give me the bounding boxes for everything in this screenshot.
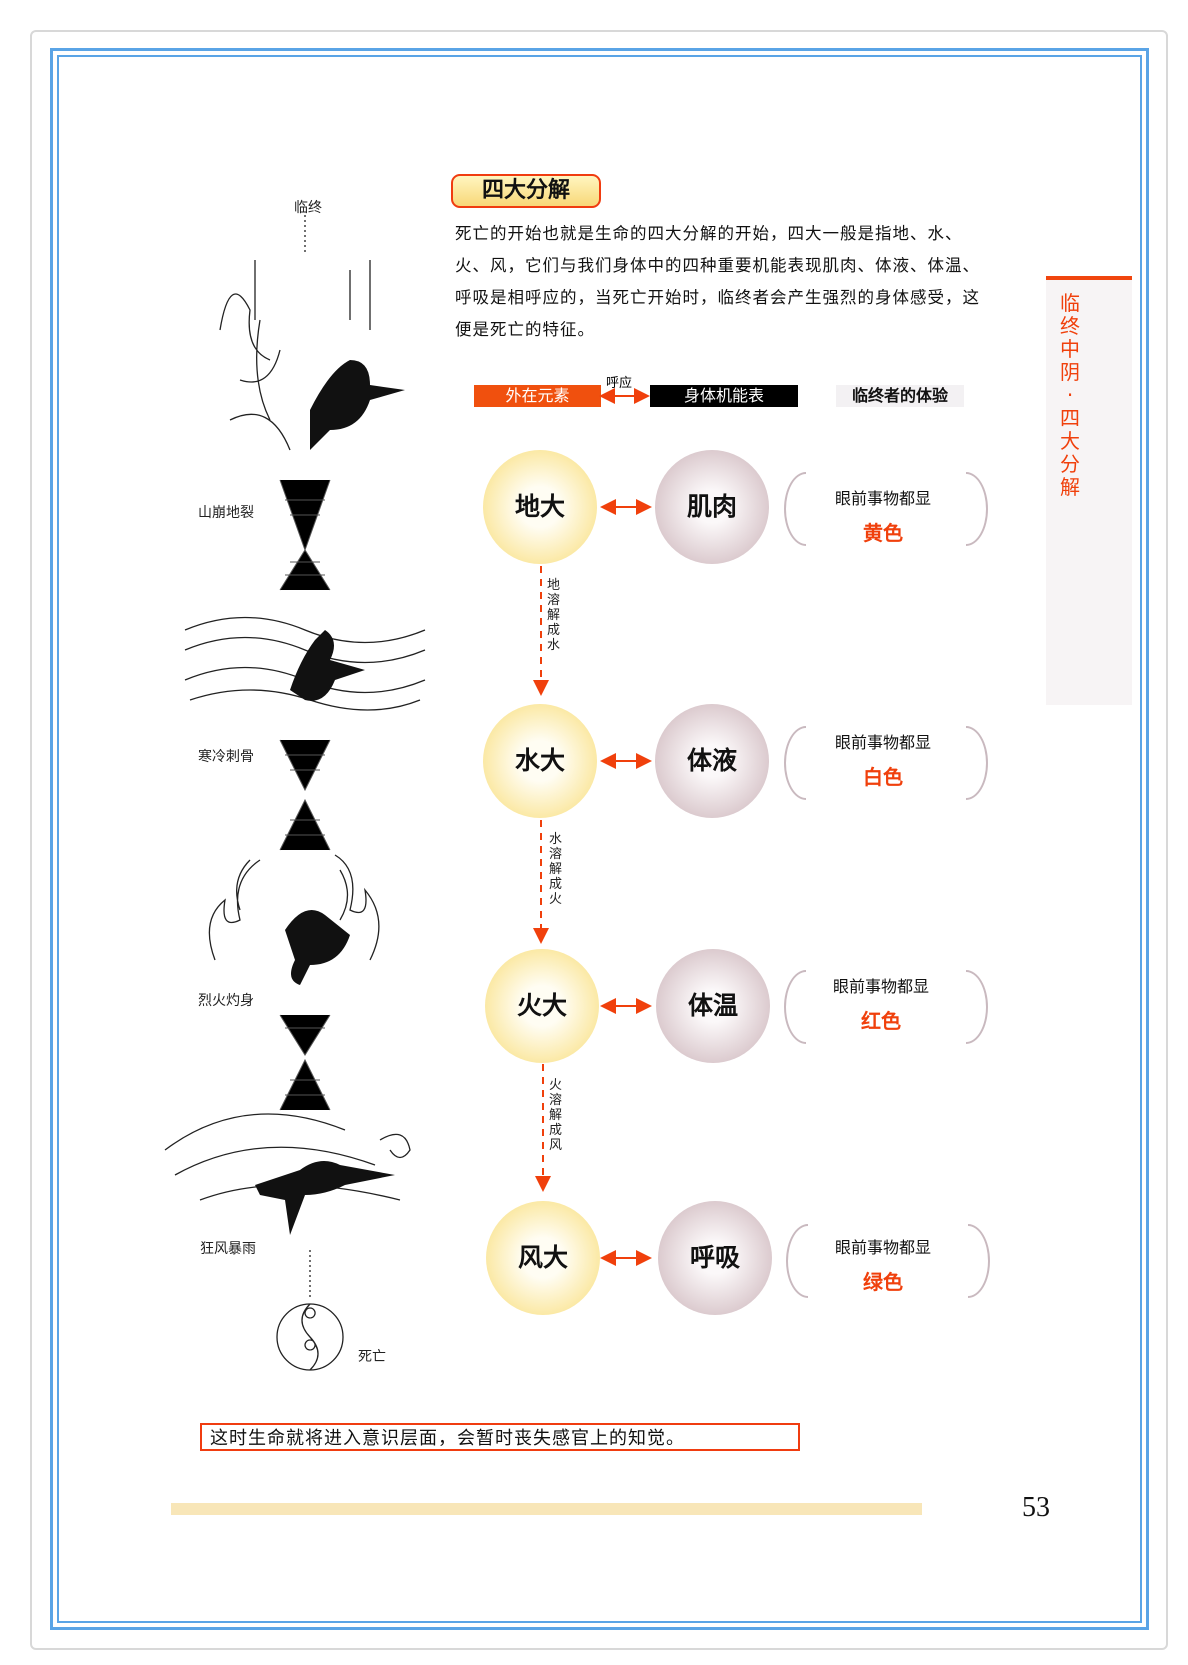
experience-wind: 眼前事物都显 绿色 xyxy=(834,1238,931,1294)
experience-earth: 眼前事物都显 黄色 xyxy=(834,489,931,545)
figure-earth xyxy=(310,335,405,450)
side-tab-label: 临终中阴·四大分解 xyxy=(1060,291,1080,499)
body-circle-breathing: 呼吸 xyxy=(658,1201,772,1315)
footer-bar xyxy=(171,1503,922,1515)
legend-body-functions: 身体机能表 xyxy=(650,385,798,407)
label-death: 死亡 xyxy=(358,1349,386,1365)
blue-border xyxy=(50,48,1149,1630)
illustration-column xyxy=(164,215,426,1371)
label-fire: 烈火灼身 xyxy=(198,993,254,1009)
intro-paragraph: 死亡的开始也就是生命的四大分解的开始，四大一般是指地、水、火、风，它们与我们身体… xyxy=(455,224,980,339)
transition-label: 地溶解成水 xyxy=(547,578,561,653)
caption-box: 这时生命就将进入意识层面，会暂时丧失感官上的知觉。 xyxy=(200,1423,800,1451)
side-tab xyxy=(1046,276,1132,705)
label-wind: 狂风暴雨 xyxy=(200,1241,256,1257)
legend-correspond: 呼应 xyxy=(606,376,633,391)
body-circle-muscle: 肌肉 xyxy=(655,450,769,564)
element-circle-wind: 风大 xyxy=(486,1201,600,1315)
hourglass-funnels xyxy=(279,479,331,1111)
page-frame xyxy=(30,30,1168,1650)
transition-label: 火溶解成风 xyxy=(549,1078,563,1153)
legend-external-elements: 外在元素 xyxy=(474,385,601,407)
label-earth: 山崩地裂 xyxy=(198,505,254,521)
legend-experience: 临终者的体验 xyxy=(836,385,964,407)
element-circle-fire: 火大 xyxy=(485,949,599,1063)
body-circle-fluids: 体液 xyxy=(655,704,769,818)
figure-fire xyxy=(280,910,350,985)
figure-wind xyxy=(255,1161,395,1235)
element-circle-water: 水大 xyxy=(483,704,597,818)
label-dying: 临终 xyxy=(294,200,322,216)
body-circle-temperature: 体温 xyxy=(656,949,770,1063)
falling-figure-silhouettes xyxy=(255,335,405,1235)
element-circle-earth: 地大 xyxy=(483,450,597,564)
label-water: 寒冷刺骨 xyxy=(198,749,254,765)
experience-fire: 眼前事物都显 红色 xyxy=(832,977,929,1033)
section-title: 四大分解 xyxy=(451,174,601,208)
figure-water xyxy=(290,630,365,701)
transition-label: 水溶解成火 xyxy=(549,832,563,907)
experience-water: 眼前事物都显 白色 xyxy=(834,733,931,789)
page-number: 53 xyxy=(1022,1492,1050,1523)
